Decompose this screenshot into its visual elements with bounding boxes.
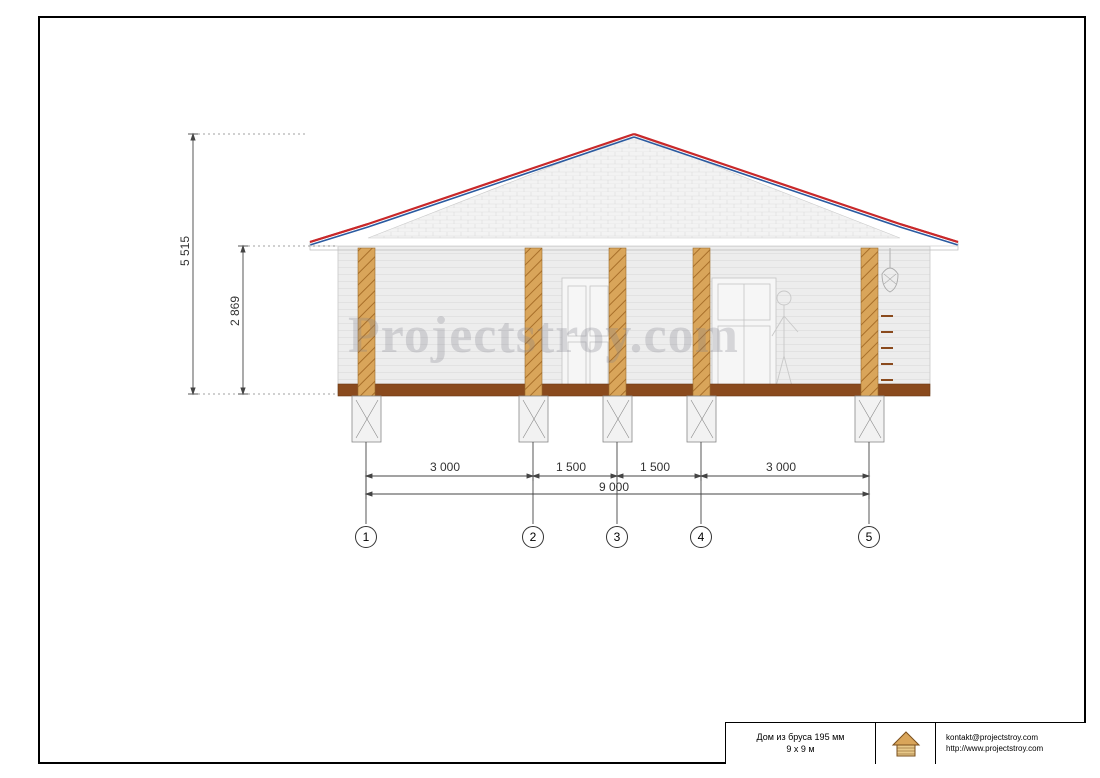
- dim-span-2: 1 500: [556, 460, 586, 474]
- dim-overall-height: 5 515: [178, 236, 192, 266]
- grid-bubble-4: 4: [690, 526, 712, 548]
- gable: [368, 134, 900, 238]
- contact-url: http://www.projectstroy.com: [946, 744, 1076, 754]
- title-line2: 9 х 9 м: [736, 744, 865, 756]
- vertical-dimensions: [188, 134, 338, 394]
- dim-overall-width: 9 000: [599, 480, 629, 494]
- grid-bubble-5: 5: [858, 526, 880, 548]
- elevation-drawing: [38, 16, 1086, 636]
- dim-span-3: 1 500: [640, 460, 670, 474]
- door-right: [712, 278, 776, 394]
- dim-span-4: 3 000: [766, 460, 796, 474]
- door-left: [562, 278, 614, 394]
- title-contact: kontakt@projectstroy.com http://www.proj…: [936, 723, 1086, 764]
- grid-bubble-3: 3: [606, 526, 628, 548]
- drawing-area: 5 515 2 869 3 000 1 500 1 500 3 000 9 00…: [38, 16, 1086, 764]
- title-line1: Дом из бруса 195 мм: [736, 732, 865, 744]
- dim-span-1: 3 000: [430, 460, 460, 474]
- contact-email: kontakt@projectstroy.com: [946, 733, 1076, 743]
- title-block: Дом из бруса 195 мм 9 х 9 м kontakt@proj…: [725, 722, 1086, 764]
- grid-bubble-1: 1: [355, 526, 377, 548]
- title-logo: [876, 723, 936, 764]
- grid-bubble-2: 2: [522, 526, 544, 548]
- wall-siding: [338, 246, 930, 394]
- house-logo-icon: [889, 729, 923, 759]
- floor-beam: [338, 384, 930, 396]
- dim-wall-height: 2 869: [228, 296, 242, 326]
- title-project: Дом из бруса 195 мм 9 х 9 м: [726, 723, 876, 764]
